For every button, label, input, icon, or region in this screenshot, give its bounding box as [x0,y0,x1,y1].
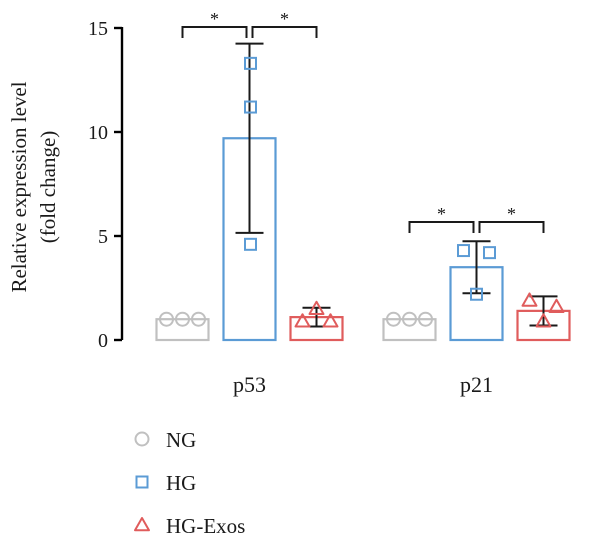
point-hg-p53-1 [244,56,257,70]
point-ng-p53-3 [191,311,206,327]
point-ng-p21-3 [418,311,433,327]
legend-marker-hg [135,475,149,489]
point-ng-p21-2 [402,311,417,327]
axes: 0 5 10 15 p53 p21 [88,18,493,397]
significance-bracket-1 [181,26,248,38]
point-hg-exos-p21-2 [548,298,565,313]
bar-ng-p21 [382,318,437,342]
point-hg-p21-1 [457,244,470,258]
point-hg-p53-3 [244,237,257,251]
significance-layer: * * * * [181,9,545,233]
y-axis-label-line-1: Relative expression level [7,81,31,292]
point-hg-exos-p53-2 [322,313,339,328]
point-hg-p21-2 [483,246,496,260]
point-hg-p21-3 [470,287,483,301]
y-tick-label-0: 0 [98,330,108,352]
error-bars-layer [235,42,558,328]
data-points-layer [159,56,565,328]
bar-ng-p53 [155,318,210,342]
point-ng-p53-2 [175,311,190,327]
bars-layer [155,137,571,342]
significance-label-3: * [437,204,446,224]
x-category-label-p53: p53 [233,372,266,397]
y-axis-label-line-2: (fold change) [36,131,60,244]
point-ng-p53-1 [159,311,174,327]
significance-label-4: * [507,204,516,224]
y-tick-label-5: 5 [98,226,108,248]
point-hg-exos-p21-1 [521,292,538,307]
point-hg-exos-p53-1 [308,300,325,316]
significance-bracket-4 [478,221,545,233]
legend-label-hg: HG [166,471,196,495]
point-hg-exos-p21-3 [535,313,552,328]
significance-label-1: * [210,9,219,29]
legend-marker-hg-exos [134,517,150,532]
significance-label-2: * [280,9,289,29]
point-hg-p53-2 [244,100,257,114]
point-ng-p21-1 [386,311,401,327]
legend-marker-ng [134,431,150,447]
legend: NG HG HG-Exos [134,428,245,538]
x-category-label-p21: p21 [460,372,493,397]
point-hg-exos-p53-3 [294,313,311,328]
legend-label-hg-exos: HG-Exos [166,514,245,538]
significance-bracket-2 [251,26,318,38]
y-tick-label-15: 15 [88,18,108,40]
significance-bracket-3 [408,221,475,233]
legend-label-ng: NG [166,428,196,452]
y-tick-label-10: 10 [88,122,108,144]
